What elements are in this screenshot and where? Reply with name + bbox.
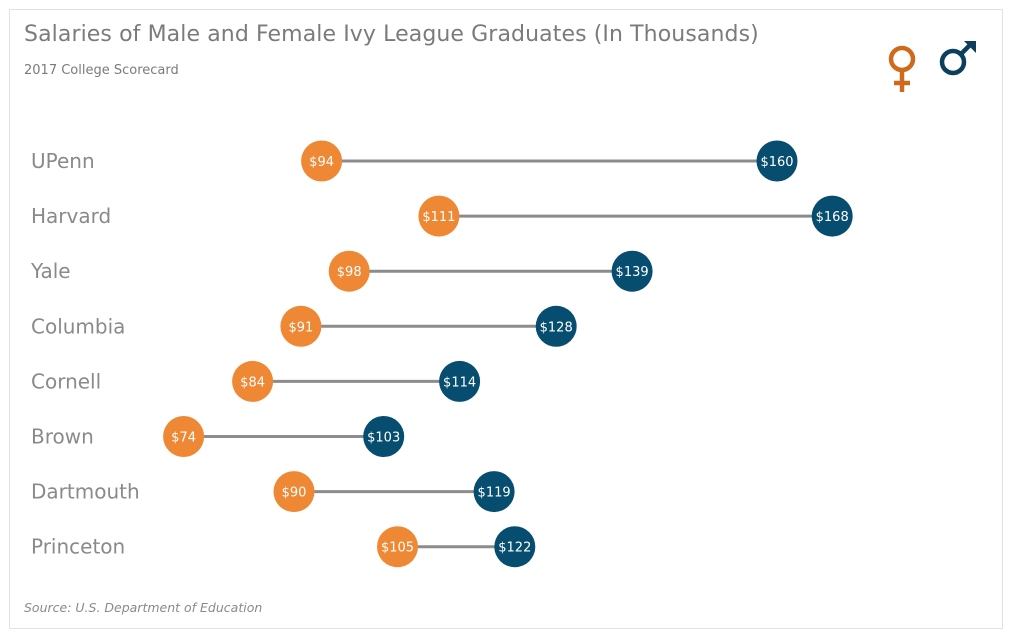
- female-value-label: $90: [282, 486, 307, 501]
- male-point: [811, 195, 853, 237]
- male-value-label: $160: [760, 155, 793, 170]
- female-value-label: $91: [288, 320, 313, 335]
- category-label: Dartmouth: [31, 480, 140, 504]
- female-point: [377, 526, 418, 568]
- male-value-label: $128: [540, 320, 573, 335]
- female-value-label: $111: [422, 210, 455, 225]
- male-point: [535, 305, 577, 347]
- female-point: [418, 195, 460, 237]
- male-point: [439, 360, 481, 402]
- female-value-label: $98: [337, 265, 362, 280]
- category-label: Yale: [30, 259, 71, 283]
- male-value-label: $119: [478, 486, 511, 501]
- female-symbol-icon: [888, 45, 916, 92]
- male-point: [611, 250, 653, 292]
- female-value-label: $84: [240, 375, 265, 390]
- male-point: [363, 416, 405, 457]
- male-point: [494, 526, 536, 568]
- female-value-label: $74: [171, 431, 196, 446]
- male-symbol-icon: [939, 41, 976, 76]
- source-note: Source: U.S. Department of Education: [24, 600, 263, 615]
- male-value-label: $122: [498, 541, 531, 556]
- category-label: Harvard: [31, 204, 111, 228]
- category-label: Princeton: [31, 535, 125, 559]
- male-value-label: $168: [816, 210, 849, 225]
- female-value-label: $105: [381, 541, 414, 556]
- male-value-label: $114: [443, 375, 476, 390]
- male-value-label: $103: [367, 431, 400, 446]
- legend: [880, 38, 990, 98]
- female-value-label: $94: [309, 155, 334, 170]
- chart-frame: [9, 9, 1003, 629]
- male-point: [756, 140, 798, 182]
- category-label: Brown: [31, 425, 94, 449]
- female-point: [301, 140, 343, 182]
- category-label: Cornell: [31, 369, 101, 393]
- male-point: [473, 471, 515, 513]
- female-point: [273, 471, 315, 513]
- female-point: [232, 360, 274, 402]
- female-point: [280, 305, 322, 347]
- category-label: UPenn: [31, 149, 95, 173]
- chart-title: Salaries of Male and Female Ivy League G…: [24, 22, 759, 47]
- female-point: [163, 416, 205, 457]
- category-label: Columbia: [31, 314, 125, 338]
- chart-subtitle: 2017 College Scorecard: [24, 63, 179, 78]
- male-value-label: $139: [616, 265, 649, 280]
- female-point: [328, 250, 370, 292]
